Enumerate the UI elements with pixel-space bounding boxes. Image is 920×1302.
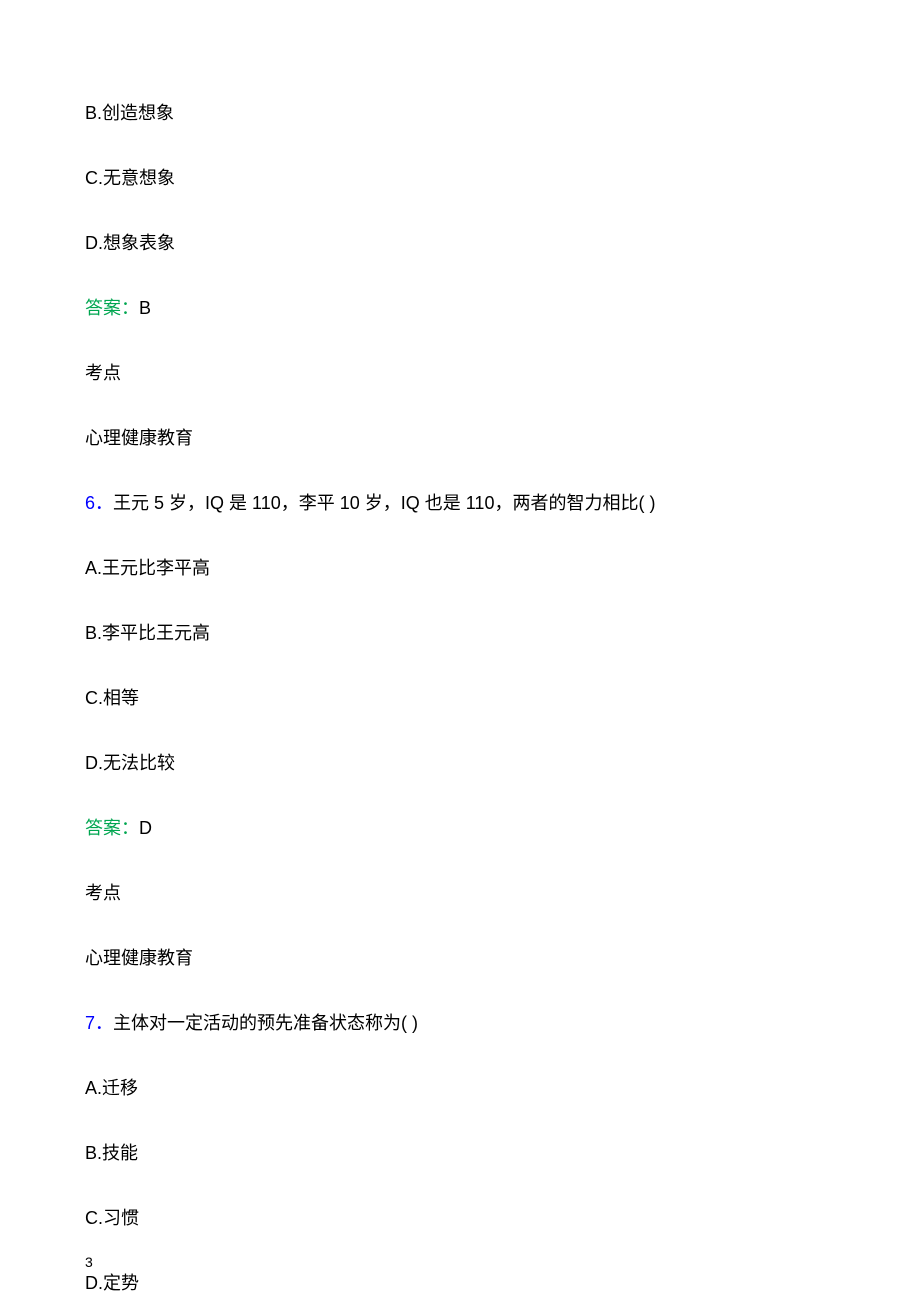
q7-option-b: B.技能	[85, 1140, 835, 1167]
option-c: C.无意想象	[85, 165, 835, 192]
question-number: 7．	[85, 1013, 113, 1033]
page-number: 3	[85, 1254, 93, 1270]
question-text: 主体对一定活动的预先准备状态称为( )	[113, 1013, 418, 1033]
answer-value: D	[139, 818, 152, 838]
q6-option-d: D.无法比较	[85, 750, 835, 777]
kaodian-heading: 考点	[85, 360, 835, 387]
answer-line: 答案：B	[85, 295, 835, 322]
q6-answer-line: 答案：D	[85, 815, 835, 842]
q7-option-d: D.定势	[85, 1270, 835, 1297]
answer-value: B	[139, 298, 151, 318]
question-6: 6．王元 5 岁，IQ 是 110，李平 10 岁，IQ 也是 110，两者的智…	[85, 490, 835, 517]
question-number: 6．	[85, 493, 113, 513]
q6-option-b: B.李平比王元高	[85, 620, 835, 647]
question-7: 7．主体对一定活动的预先准备状态称为( )	[85, 1010, 835, 1037]
answer-label: 答案：	[85, 818, 139, 838]
kaodian-content: 心理健康教育	[85, 945, 835, 972]
option-b: B.创造想象	[85, 100, 835, 127]
kaodian-content: 心理健康教育	[85, 425, 835, 452]
q7-option-a: A.迁移	[85, 1075, 835, 1102]
question-text: 王元 5 岁，IQ 是 110，李平 10 岁，IQ 也是 110，两者的智力相…	[113, 493, 655, 513]
kaodian-heading: 考点	[85, 880, 835, 907]
q6-option-a: A.王元比李平高	[85, 555, 835, 582]
answer-label: 答案：	[85, 298, 139, 318]
q6-option-c: C.相等	[85, 685, 835, 712]
option-d: D.想象表象	[85, 230, 835, 257]
q7-option-c: C.习惯	[85, 1205, 835, 1232]
